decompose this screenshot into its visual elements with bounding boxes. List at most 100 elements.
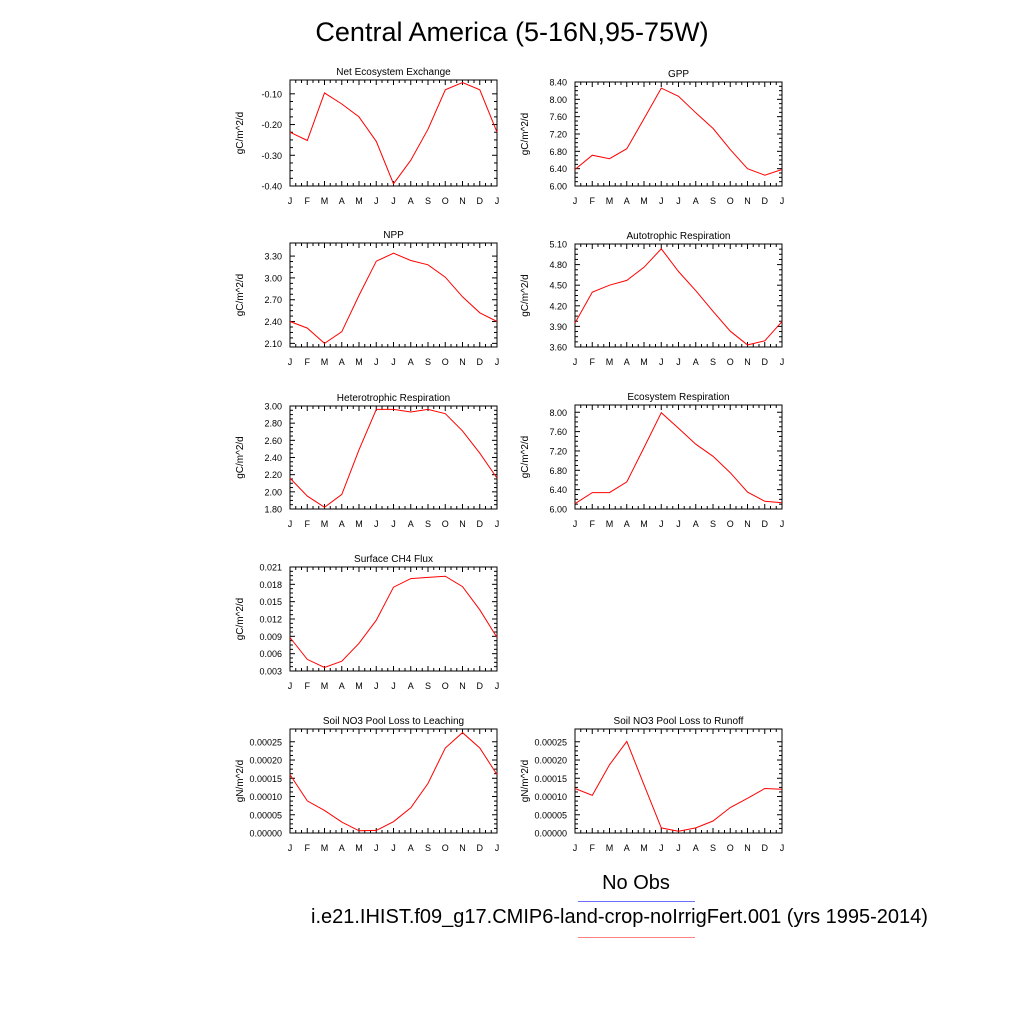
x-tick-label: M xyxy=(606,196,614,206)
x-tick-label: A xyxy=(693,196,699,206)
y-tick-label: 0.00025 xyxy=(534,737,567,747)
y-axis-label: gC/m^2/d xyxy=(235,436,246,479)
x-tick-label: O xyxy=(727,843,734,853)
y-tick-label: 0.00020 xyxy=(534,756,567,766)
x-tick-label: J xyxy=(676,843,681,853)
x-tick-label: S xyxy=(425,843,431,853)
y-tick-label: 0.00000 xyxy=(249,829,282,839)
chart-frame xyxy=(289,728,498,834)
series-line xyxy=(574,411,783,505)
y-tick-label: 0.00015 xyxy=(534,774,567,784)
y-tick-label: -0.10 xyxy=(261,89,282,99)
x-tick-label: J xyxy=(659,843,664,853)
x-tick-label: D xyxy=(477,519,484,529)
x-tick-label: J xyxy=(391,196,396,206)
y-tick-label: 0.00005 xyxy=(249,810,282,820)
x-tick-label: N xyxy=(459,357,466,367)
y-axis-label: gN/m^2/d xyxy=(235,760,246,803)
x-tick-label: J xyxy=(391,519,396,529)
x-tick-label: D xyxy=(762,519,769,529)
chart-title: Heterotrophic Respiration xyxy=(337,393,450,404)
x-tick-label: D xyxy=(477,843,484,853)
x-tick-label: O xyxy=(727,519,734,529)
x-tick-label: M xyxy=(640,519,648,529)
x-tick-label: F xyxy=(305,843,311,853)
x-tick-label: M xyxy=(640,843,648,853)
x-tick-label: N xyxy=(744,357,751,367)
x-tick-label: N xyxy=(744,843,751,853)
x-tick-label: J xyxy=(374,196,379,206)
y-tick-label: 4.80 xyxy=(549,260,567,270)
x-tick-label: M xyxy=(640,196,648,206)
x-tick-label: M xyxy=(321,681,329,691)
series-line xyxy=(574,740,783,832)
x-tick-label: M xyxy=(321,843,329,853)
page-title: Central America (5-16N,95-75W) xyxy=(315,17,709,47)
x-tick-label: A xyxy=(408,196,414,206)
legend-case-line xyxy=(578,937,695,938)
x-tick-label: J xyxy=(780,843,785,853)
x-tick-label: M xyxy=(606,519,614,529)
series-line xyxy=(289,252,498,345)
y-tick-label: 8.40 xyxy=(549,78,567,88)
x-tick-label: J xyxy=(374,357,379,367)
x-tick-label: M xyxy=(355,681,363,691)
y-tick-label: -0.30 xyxy=(261,151,282,161)
y-tick-label: 6.00 xyxy=(549,182,567,192)
x-tick-label: J xyxy=(573,357,578,367)
y-tick-label: 3.60 xyxy=(549,343,567,353)
x-tick-label: N xyxy=(459,519,466,529)
y-tick-label: 0.018 xyxy=(259,580,282,590)
y-axis-label: gC/m^2/d xyxy=(235,598,246,641)
x-tick-label: S xyxy=(425,196,431,206)
x-tick-label: D xyxy=(762,843,769,853)
series-line xyxy=(289,731,498,832)
x-tick-label: J xyxy=(288,843,293,853)
x-tick-label: J xyxy=(495,357,500,367)
y-tick-label: 0.009 xyxy=(259,632,282,642)
x-tick-label: M xyxy=(606,843,614,853)
y-tick-label: 4.20 xyxy=(549,301,567,311)
y-tick-label: 2.40 xyxy=(264,453,282,463)
y-tick-label: 3.90 xyxy=(549,322,567,332)
y-tick-label: 4.50 xyxy=(549,281,567,291)
y-axis-label: gC/m^2/d xyxy=(235,274,246,317)
x-tick-label: J xyxy=(288,681,293,691)
series-line xyxy=(289,575,498,669)
x-tick-label: A xyxy=(693,843,699,853)
x-tick-label: A xyxy=(624,196,630,206)
x-tick-label: D xyxy=(477,681,484,691)
y-tick-label: 0.021 xyxy=(259,563,282,573)
x-tick-label: F xyxy=(590,843,596,853)
x-tick-label: N xyxy=(744,196,751,206)
x-tick-label: A xyxy=(339,681,345,691)
x-tick-label: J xyxy=(391,357,396,367)
x-tick-label: J xyxy=(391,843,396,853)
chart-frame xyxy=(289,566,498,672)
x-tick-label: M xyxy=(355,357,363,367)
chart-title: Soil NO3 Pool Loss to Leaching xyxy=(323,716,464,727)
chart-frame xyxy=(289,79,498,187)
x-tick-label: S xyxy=(710,196,716,206)
y-axis-label: gC/m^2/d xyxy=(235,112,246,155)
x-tick-label: J xyxy=(374,519,379,529)
x-tick-label: J xyxy=(676,519,681,529)
series-line xyxy=(574,248,783,346)
x-tick-label: A xyxy=(408,681,414,691)
x-tick-label: S xyxy=(425,357,431,367)
y-tick-label: 3.30 xyxy=(264,252,282,262)
y-tick-label: 2.40 xyxy=(264,317,282,327)
x-tick-label: N xyxy=(744,519,751,529)
y-tick-label: 0.003 xyxy=(259,667,282,677)
chart-title: Autotrophic Respiration xyxy=(627,231,731,242)
x-tick-label: J xyxy=(659,519,664,529)
x-tick-label: A xyxy=(624,519,630,529)
x-tick-label: A xyxy=(339,843,345,853)
y-tick-label: 5.10 xyxy=(549,240,567,250)
y-tick-label: 3.00 xyxy=(264,273,282,283)
x-tick-label: D xyxy=(762,357,769,367)
y-tick-label: 6.00 xyxy=(549,505,567,515)
x-tick-label: O xyxy=(442,357,449,367)
x-tick-label: J xyxy=(495,519,500,529)
